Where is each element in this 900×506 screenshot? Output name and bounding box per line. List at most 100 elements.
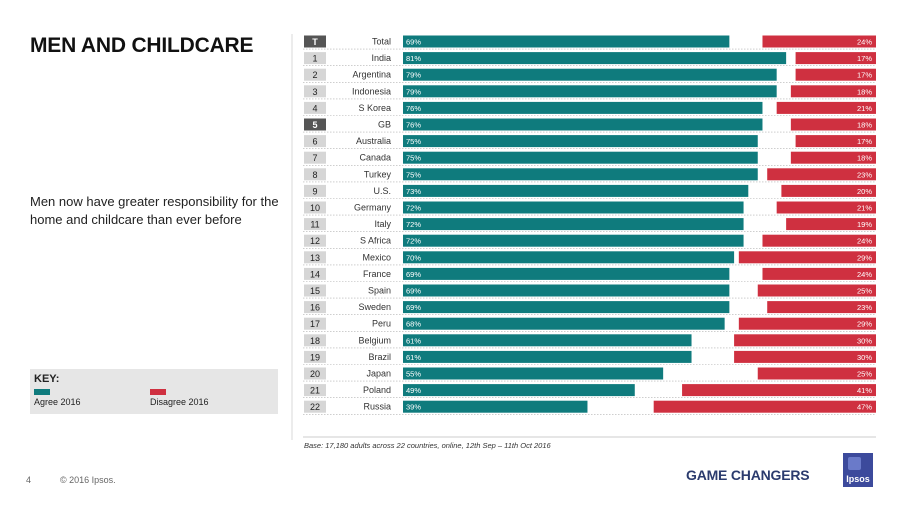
- category-label: Total: [372, 37, 391, 47]
- category-label: Brazil: [368, 352, 391, 362]
- disagree-value-label: 17%: [857, 54, 872, 63]
- disagree-value-label: 47%: [857, 403, 872, 412]
- rank-label: 22: [310, 402, 320, 412]
- rank-label: 14: [310, 269, 320, 279]
- category-label: U.S.: [373, 186, 391, 196]
- agree-bar: [403, 384, 635, 397]
- disagree-bar: [776, 101, 876, 114]
- category-label: Turkey: [364, 169, 392, 179]
- disagree-value-label: 30%: [857, 336, 872, 345]
- rank-box: [304, 334, 326, 347]
- rank-box: [304, 251, 326, 264]
- rank-label: 12: [310, 236, 320, 246]
- agree-value-label: 49%: [406, 386, 421, 395]
- logo-text: Ipsos: [846, 474, 870, 484]
- agree-value-label: 72%: [406, 220, 421, 229]
- disagree-value-label: 23%: [857, 303, 872, 312]
- category-label: Spain: [368, 286, 391, 296]
- agree-bar: [403, 135, 758, 148]
- disagree-value-label: 21%: [857, 204, 872, 213]
- agree-value-label: 76%: [406, 121, 421, 130]
- category-label: Japan: [366, 369, 391, 379]
- rank-box: [304, 168, 326, 181]
- rank-label: 20: [310, 369, 320, 379]
- disagree-bar: [734, 334, 876, 347]
- copyright: © 2016 Ipsos.: [60, 475, 116, 485]
- logo-mark-icon: [848, 457, 861, 470]
- category-label: Argentina: [352, 70, 391, 80]
- agree-value-label: 61%: [406, 336, 421, 345]
- agree-value-label: 68%: [406, 320, 421, 329]
- rank-box: [304, 85, 326, 98]
- disagree-bar: [734, 350, 876, 363]
- agree-bar: [403, 184, 749, 197]
- rank-box: [304, 52, 326, 65]
- disagree-bar: [795, 52, 876, 65]
- disagree-bar: [767, 168, 876, 181]
- page-number: 4: [26, 475, 32, 485]
- rank-label: 11: [310, 220, 319, 230]
- agree-value-label: 75%: [406, 137, 421, 146]
- disagree-bar: [786, 218, 876, 231]
- agree-bar: [403, 168, 758, 181]
- disagree-label: Disagree 2016: [150, 397, 209, 407]
- agree-value-label: 55%: [406, 370, 421, 379]
- disagree-bar: [738, 251, 876, 264]
- category-label: S Korea: [358, 103, 391, 113]
- disagree-value-label: 18%: [857, 154, 872, 163]
- rank-label: 8: [312, 170, 317, 180]
- category-label: Italy: [374, 219, 391, 229]
- category-label: Mexico: [362, 252, 391, 262]
- disagree-bar: [762, 234, 876, 247]
- rank-label: 17: [310, 319, 320, 329]
- rank-label: 18: [310, 336, 320, 346]
- agree-value-label: 61%: [406, 353, 421, 362]
- disagree-bar: [795, 68, 876, 81]
- rank-box: [304, 317, 326, 330]
- disagree-value-label: 24%: [857, 237, 872, 246]
- agree-value-label: 79%: [406, 71, 421, 80]
- disagree-bar: [762, 267, 876, 280]
- base-note: Base: 17,180 adults across 22 countries,…: [304, 441, 551, 450]
- disagree-value-label: 17%: [857, 137, 872, 146]
- disagree-value-label: 20%: [857, 187, 872, 196]
- rank-box: [304, 184, 326, 197]
- agree-bar: [403, 334, 692, 347]
- agree-bar: [403, 151, 758, 164]
- agree-swatch: [34, 389, 50, 395]
- rank-label: 4: [312, 103, 317, 113]
- category-label: Poland: [363, 385, 391, 395]
- category-label: India: [371, 53, 391, 63]
- disagree-value-label: 24%: [857, 270, 872, 279]
- category-label: S Africa: [360, 236, 391, 246]
- disagree-bar: [795, 135, 876, 148]
- disagree-value-label: 29%: [857, 253, 872, 262]
- category-label: Peru: [372, 319, 391, 329]
- subtitle: Men now have greater responsibility for …: [30, 194, 279, 227]
- agree-value-label: 75%: [406, 170, 421, 179]
- disagree-bar: [653, 400, 876, 413]
- disagree-value-label: 18%: [857, 121, 872, 130]
- disagree-value-label: 23%: [857, 170, 872, 179]
- disagree-value-label: 17%: [857, 71, 872, 80]
- rank-label: 13: [310, 253, 320, 263]
- agree-bar: [403, 68, 777, 81]
- agree-value-label: 69%: [406, 38, 421, 47]
- rank-box: [304, 118, 326, 131]
- agree-value-label: 72%: [406, 204, 421, 213]
- disagree-value-label: 41%: [857, 386, 872, 395]
- agree-bar: [403, 284, 730, 297]
- disagree-value-label: 21%: [857, 104, 872, 113]
- agree-value-label: 73%: [406, 187, 421, 196]
- category-label: Indonesia: [352, 86, 391, 96]
- rank-label: 19: [310, 352, 320, 362]
- agree-bar: [403, 251, 735, 264]
- disagree-value-label: 18%: [857, 87, 872, 96]
- category-label: Russia: [363, 402, 391, 412]
- game-changers-brand: GAME CHANGERS: [686, 467, 810, 483]
- agree-value-label: 69%: [406, 270, 421, 279]
- ipsos-logo: Ipsos: [843, 453, 873, 487]
- agree-value-label: 79%: [406, 87, 421, 96]
- agree-value-label: 72%: [406, 237, 421, 246]
